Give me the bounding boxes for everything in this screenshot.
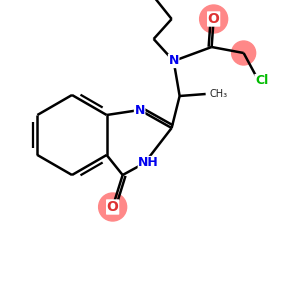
Text: N: N xyxy=(134,103,145,116)
Text: CH₃: CH₃ xyxy=(210,89,228,99)
Circle shape xyxy=(99,193,127,221)
Text: NH: NH xyxy=(138,157,159,169)
Text: Cl: Cl xyxy=(255,74,268,88)
Text: N: N xyxy=(169,55,179,68)
Circle shape xyxy=(200,5,228,33)
Text: O: O xyxy=(208,12,220,26)
Circle shape xyxy=(232,41,256,65)
Text: O: O xyxy=(107,200,118,214)
